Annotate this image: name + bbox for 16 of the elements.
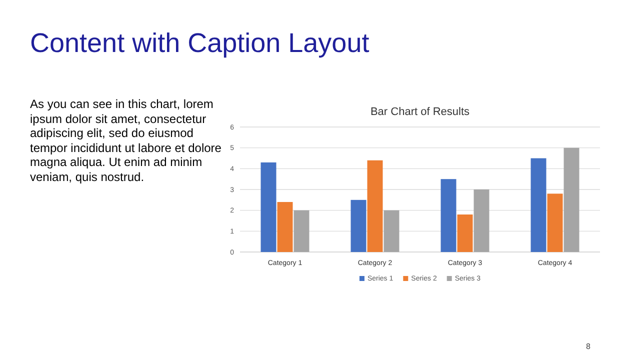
text: Content with Caption Layout bbox=[30, 28, 370, 59]
bar bbox=[547, 194, 563, 252]
text: 8 bbox=[586, 342, 590, 351]
chart-title: Bar Chart of Results bbox=[370, 106, 470, 118]
bar bbox=[474, 190, 490, 252]
bar bbox=[277, 202, 293, 252]
bar bbox=[457, 214, 473, 252]
text: As you can see in this chart, lorem ipsum dolor sit amet, consectetur adipiscing elit, sed do eiusmod tempor incididunt ut labore et dolore magna aliqua. Ut enim ad minim veniam, quis nostrud. bbox=[30, 97, 222, 184]
bar bbox=[564, 148, 580, 252]
bar bbox=[350, 200, 366, 252]
bar bbox=[367, 160, 383, 252]
bar bbox=[530, 158, 546, 252]
bar bbox=[260, 162, 276, 252]
bar bbox=[294, 210, 310, 252]
bar bbox=[384, 210, 400, 252]
bar bbox=[440, 179, 456, 252]
